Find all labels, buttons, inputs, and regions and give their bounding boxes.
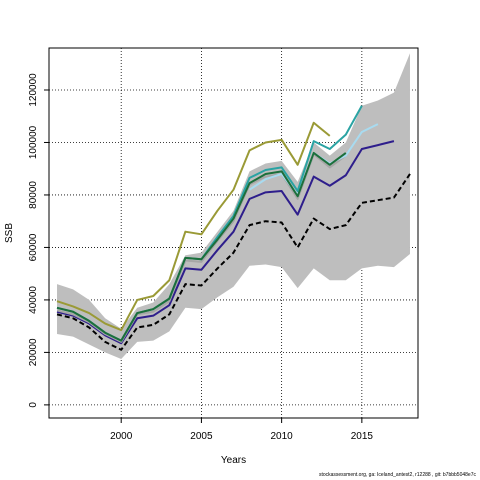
y-tick-label: 60000 <box>28 233 39 261</box>
y-tick-label: 100000 <box>28 125 39 159</box>
x-axis-label: Years <box>221 455 246 466</box>
plot-frame <box>48 47 419 419</box>
y-tick-label: 80000 <box>28 181 39 209</box>
series-line-3 <box>56 153 347 343</box>
x-tick-label: 2010 <box>271 431 294 442</box>
y-tick-label: 20000 <box>28 338 39 366</box>
y-tick-label: 0 <box>28 402 39 408</box>
x-tick-label: 2005 <box>190 431 213 442</box>
x-axis: 2000 2005 2010 2015 <box>110 418 373 442</box>
footer-credit: stockassessment.org, ga: Iceland_antest2… <box>318 472 476 478</box>
y-tick-label: 120000 <box>28 73 39 107</box>
confidence-band <box>57 53 410 359</box>
series-line-2 <box>56 140 395 345</box>
series-line-7 <box>56 121 331 332</box>
confidence-band-area <box>57 53 410 359</box>
x-tick-label: 2015 <box>351 431 374 442</box>
y-axis-label: SSB <box>4 223 15 243</box>
series-line-6 <box>56 151 347 342</box>
y-tick-label: 40000 <box>28 286 39 314</box>
series-line-1 <box>56 173 411 351</box>
x-tick-label: 2000 <box>110 431 133 442</box>
series-lines <box>56 105 411 351</box>
y-axis: 0 20000 40000 60000 80000 100000 120000 <box>28 73 49 408</box>
